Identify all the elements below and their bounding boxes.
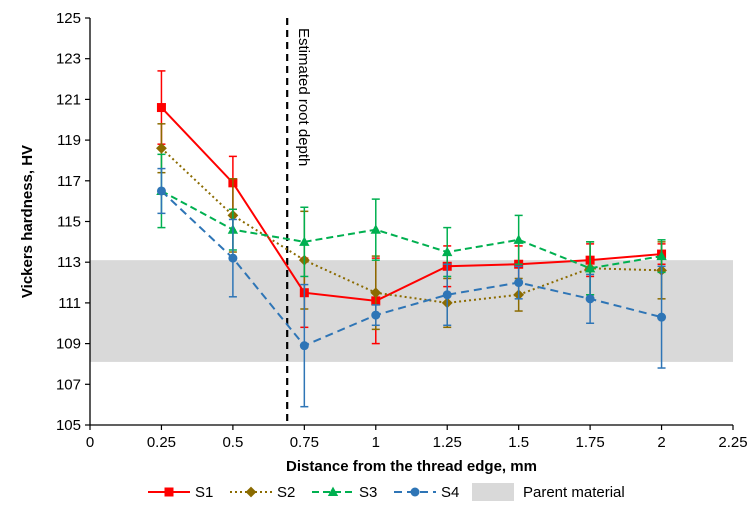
x-tick-label: 1.25 (433, 434, 462, 451)
x-axis-title: Distance from the thread edge, mm (286, 458, 537, 475)
x-tick-label: 0.75 (290, 434, 319, 451)
legend-marker (245, 486, 257, 498)
y-axis-title: Vickers hardness, HV (19, 145, 36, 298)
parent-material-band (90, 260, 733, 362)
legend-label: S3 (359, 484, 377, 501)
series-line (160, 190, 662, 347)
data-point (370, 224, 381, 234)
data-point (442, 246, 453, 257)
y-tick-label: 121 (56, 91, 81, 108)
series-line (160, 106, 662, 302)
data-point (299, 236, 310, 246)
x-tick-label: 1.5 (508, 434, 529, 451)
legend-item-s4: S4 (394, 484, 459, 501)
x-tick-label: 0.25 (147, 434, 176, 451)
legend-label: S1 (195, 484, 213, 501)
series-line (160, 147, 662, 304)
data-point (514, 278, 524, 288)
series-s4 (156, 167, 667, 408)
data-point (371, 310, 381, 320)
x-tick-label: 2 (657, 434, 665, 451)
y-tick-label: 125 (56, 10, 81, 27)
root-depth-label: Estimated root depth (295, 28, 312, 166)
data-point (370, 287, 382, 299)
x-tick-label: 0.5 (222, 434, 243, 451)
x-tick-label: 1 (372, 434, 380, 451)
legend-item-s1: S1 (148, 484, 213, 501)
data-point (156, 103, 166, 113)
data-point (299, 341, 309, 351)
legend-marker (164, 487, 174, 497)
data-point (228, 253, 238, 263)
data-point (656, 250, 667, 261)
y-tick-label: 113 (57, 254, 81, 271)
data-point (513, 234, 524, 244)
legend-item-parent-material: Parent material (472, 483, 625, 501)
legend-label: Parent material (523, 484, 625, 501)
y-tick-label: 119 (57, 132, 81, 149)
y-tick-label: 111 (58, 295, 81, 312)
data-point (156, 142, 167, 154)
legend-item-s3: S3 (312, 484, 377, 501)
y-tick-label: 105 (56, 417, 81, 434)
y-tick-label: 115 (57, 214, 81, 231)
x-tick-label: 0 (86, 434, 94, 451)
series-line (160, 190, 662, 270)
data-point (442, 290, 452, 300)
legend-item-s2: S2 (230, 484, 295, 501)
x-tick-label: 2.25 (718, 434, 747, 451)
y-tick-label: 123 (56, 51, 81, 68)
legend-marker (327, 486, 339, 497)
x-tick-label: 1.75 (576, 434, 605, 451)
y-tick-label: 109 (56, 336, 81, 353)
legend-swatch (472, 483, 514, 501)
legend-marker (410, 487, 420, 497)
legend-label: S4 (441, 484, 459, 501)
y-tick-label: 107 (56, 376, 81, 393)
y-tick-label: 117 (57, 173, 81, 190)
data-point (156, 186, 166, 196)
data-point (585, 294, 595, 304)
legend-label: S2 (277, 484, 295, 501)
data-point (584, 262, 596, 273)
data-point (657, 312, 667, 322)
